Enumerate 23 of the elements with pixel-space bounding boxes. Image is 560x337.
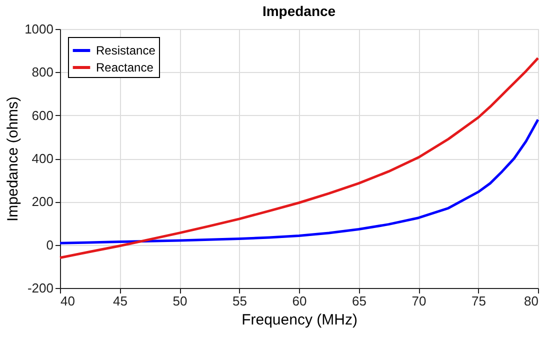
- y-axis-title: Impedance (ohms): [4, 96, 22, 222]
- x-tick-label: 60: [292, 294, 307, 308]
- y-tick-label: 200: [32, 194, 54, 210]
- y-tick-label: 600: [32, 108, 54, 123]
- chart-title: Impedance: [262, 3, 336, 19]
- y-tick-label: 400: [32, 151, 54, 166]
- y-tick-label: 0: [46, 237, 54, 252]
- line-series: [58, 56, 540, 260]
- y-tick-label: -200: [27, 280, 54, 296]
- legend-label: Resistance: [96, 44, 156, 58]
- x-tick-label: 40: [60, 294, 75, 308]
- x-tick-label: 75: [472, 294, 486, 308]
- x-tick-label: 80: [524, 294, 538, 308]
- x-axis-title: Frequency (MHz): [242, 312, 358, 328]
- legend-label: Reactance: [96, 60, 154, 74]
- x-tick-label: 70: [412, 294, 426, 308]
- x-tick-label: 45: [113, 294, 128, 308]
- x-tick-label: 65: [352, 294, 366, 308]
- y-tick-label: 1000: [24, 22, 54, 36]
- y-tick-label: 800: [32, 64, 54, 80]
- x-tick-label: 50: [172, 294, 188, 308]
- x-tick-label: 55: [232, 294, 247, 308]
- line-series: [58, 118, 540, 244]
